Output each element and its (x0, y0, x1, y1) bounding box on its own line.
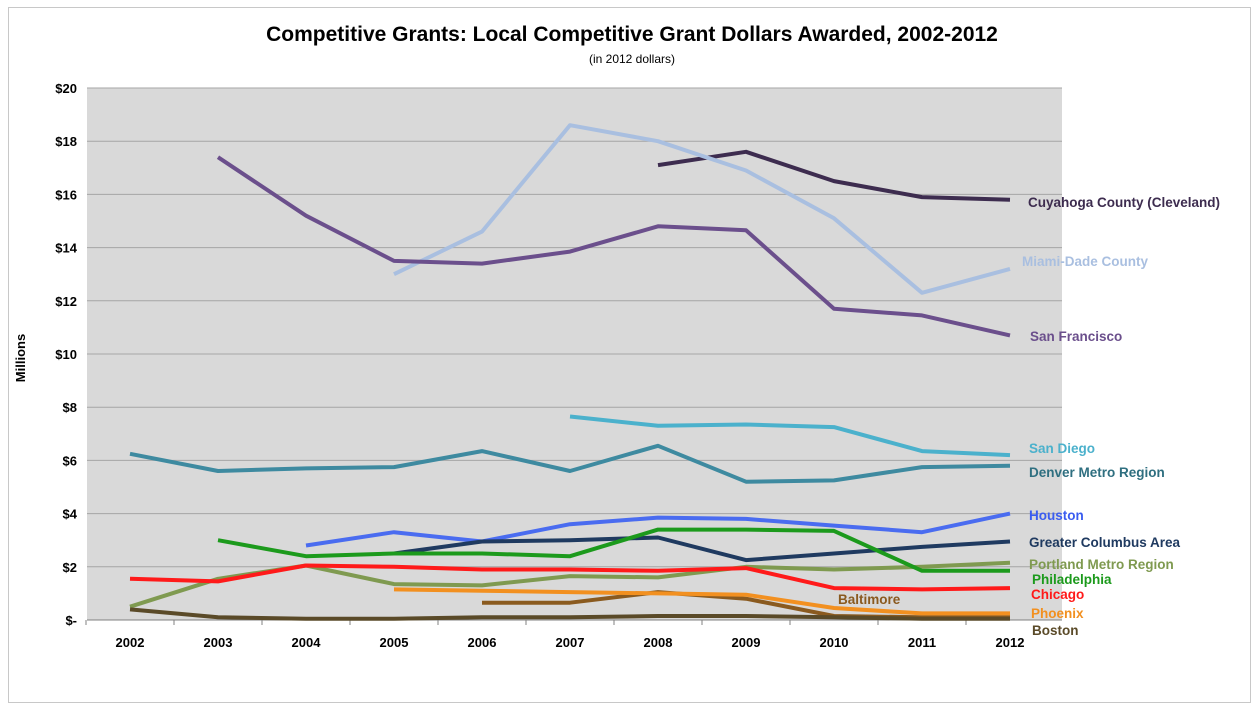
y-tick-label: $20 (55, 81, 77, 96)
series-label: Philadelphia (1032, 572, 1112, 587)
series-label: Phoenix (1031, 606, 1084, 621)
y-tick-label: $10 (55, 347, 77, 362)
y-tick-label: $16 (55, 187, 77, 202)
series-line-cuyahoga-county-cleveland (657, 149, 1011, 202)
series-label: Portland Metro Region (1029, 557, 1174, 572)
series-label: San Diego (1029, 441, 1095, 456)
y-tick-label: $2 (63, 560, 77, 575)
y-tick-label: $18 (55, 134, 77, 149)
x-tick-label: 2010 (820, 635, 849, 650)
series-label: Baltimore (838, 592, 901, 607)
x-tick-label: 2006 (468, 635, 497, 650)
chart-title: Competitive Grants: Local Competitive Gr… (266, 23, 998, 46)
y-tick-label: $14 (55, 241, 77, 256)
y-tick-label: $8 (63, 400, 77, 415)
series-line-boston (129, 607, 1010, 621)
series-line-san-francisco (216, 155, 1011, 338)
x-tick-label: 2011 (908, 635, 936, 650)
series-label: Miami-Dade County (1022, 254, 1149, 269)
series-line-houston (305, 511, 1011, 548)
series-line-philadelphia (217, 527, 1010, 573)
x-tick-label: 2007 (556, 635, 585, 650)
series-label: Denver Metro Region (1029, 465, 1165, 480)
x-tick-label: 2003 (204, 635, 233, 650)
series-labels: Cuyahoga County (Cleveland) Miami-Dade Co… (838, 195, 1220, 638)
y-axis-label: Millions (13, 334, 28, 382)
series-line-greater-columbus-area (393, 535, 1011, 563)
x-tick-label: 2008 (644, 635, 673, 650)
series-line-chicago (129, 563, 1011, 592)
y-tick-label: $4 (63, 507, 78, 522)
series-line-miami-dade-county (393, 123, 1011, 295)
x-tick-label: 2012 (996, 635, 1025, 650)
x-tick-label: 2004 (292, 635, 322, 650)
x-axis-ticks: 2002 2003 2004 2005 2006 2007 2008 2009 2010 2011… (85, 620, 1025, 650)
x-tick-label: 2005 (380, 635, 409, 650)
series-lines (129, 123, 1011, 621)
y-tick-label: $6 (63, 453, 77, 468)
series-label: San Francisco (1030, 329, 1122, 344)
series-label: Chicago (1031, 587, 1084, 602)
y-tick-label: $- (65, 613, 77, 628)
series-line-san-diego (569, 414, 1011, 458)
x-tick-label: 2009 (732, 635, 761, 650)
series-line-denver-metro-region (129, 443, 1011, 484)
series-label: Greater Columbus Area (1029, 535, 1181, 550)
y-tick-label: $12 (55, 294, 77, 309)
series-line-phoenix (393, 587, 1010, 616)
series-label: Boston (1032, 623, 1079, 638)
chart-subtitle: (in 2012 dollars) (589, 52, 675, 66)
series-label: Houston (1029, 508, 1084, 523)
series-label: Cuyahoga County (Cleveland) (1028, 195, 1220, 210)
x-tick-label: 2002 (116, 635, 145, 650)
y-axis-ticks: $- $2 $4 $6 $8 $10 $12 $14 $16 $18 $20 (55, 81, 77, 628)
